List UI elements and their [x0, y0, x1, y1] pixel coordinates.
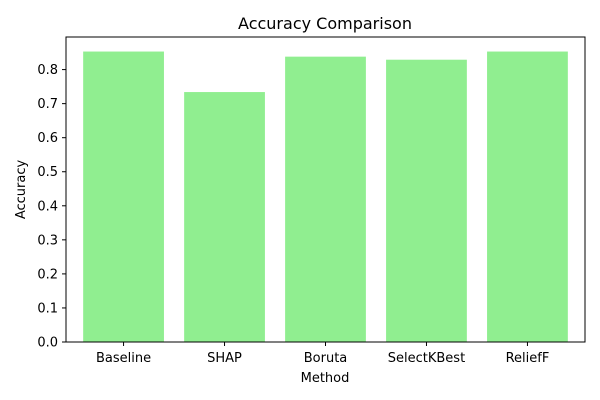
bar-baseline — [83, 51, 164, 342]
chart-title: Accuracy Comparison — [238, 14, 412, 33]
y-tick-label: 0.5 — [37, 165, 58, 180]
plot-area-frame — [65, 36, 586, 343]
x-tick-label: ReliefF — [506, 351, 550, 366]
x-tick-label: SHAP — [207, 351, 242, 366]
y-tick-label: 0.8 — [37, 63, 58, 78]
y-axis-label: Accuracy — [14, 160, 29, 220]
bar-selectkbest — [386, 59, 467, 343]
y-tick-label: 0.6 — [37, 131, 58, 146]
bar-boruta — [285, 56, 366, 343]
x-tick-label: SelectKBest — [388, 351, 465, 366]
x-tick-label: Boruta — [304, 351, 348, 366]
x-tick-label: Baseline — [96, 351, 151, 366]
x-axis-label: Method — [301, 371, 350, 386]
y-tick-label: 0.2 — [37, 267, 58, 282]
y-tick-label: 0.1 — [37, 301, 58, 316]
bar-relieff — [487, 51, 568, 342]
y-tick-label: 0.4 — [37, 199, 58, 214]
bars-group — [83, 51, 568, 343]
y-tick-label: 0.3 — [37, 233, 58, 248]
y-tick-label: 0.0 — [37, 336, 58, 351]
bar-shap — [184, 92, 265, 342]
y-axis-ticks: 0.0 0.1 0.2 0.3 0.4 0.5 0.6 0.7 0.8 — [37, 63, 66, 351]
x-axis-ticks: Baseline SHAP Boruta SelectKBest ReliefF — [96, 342, 549, 366]
y-tick-label: 0.7 — [37, 97, 58, 112]
